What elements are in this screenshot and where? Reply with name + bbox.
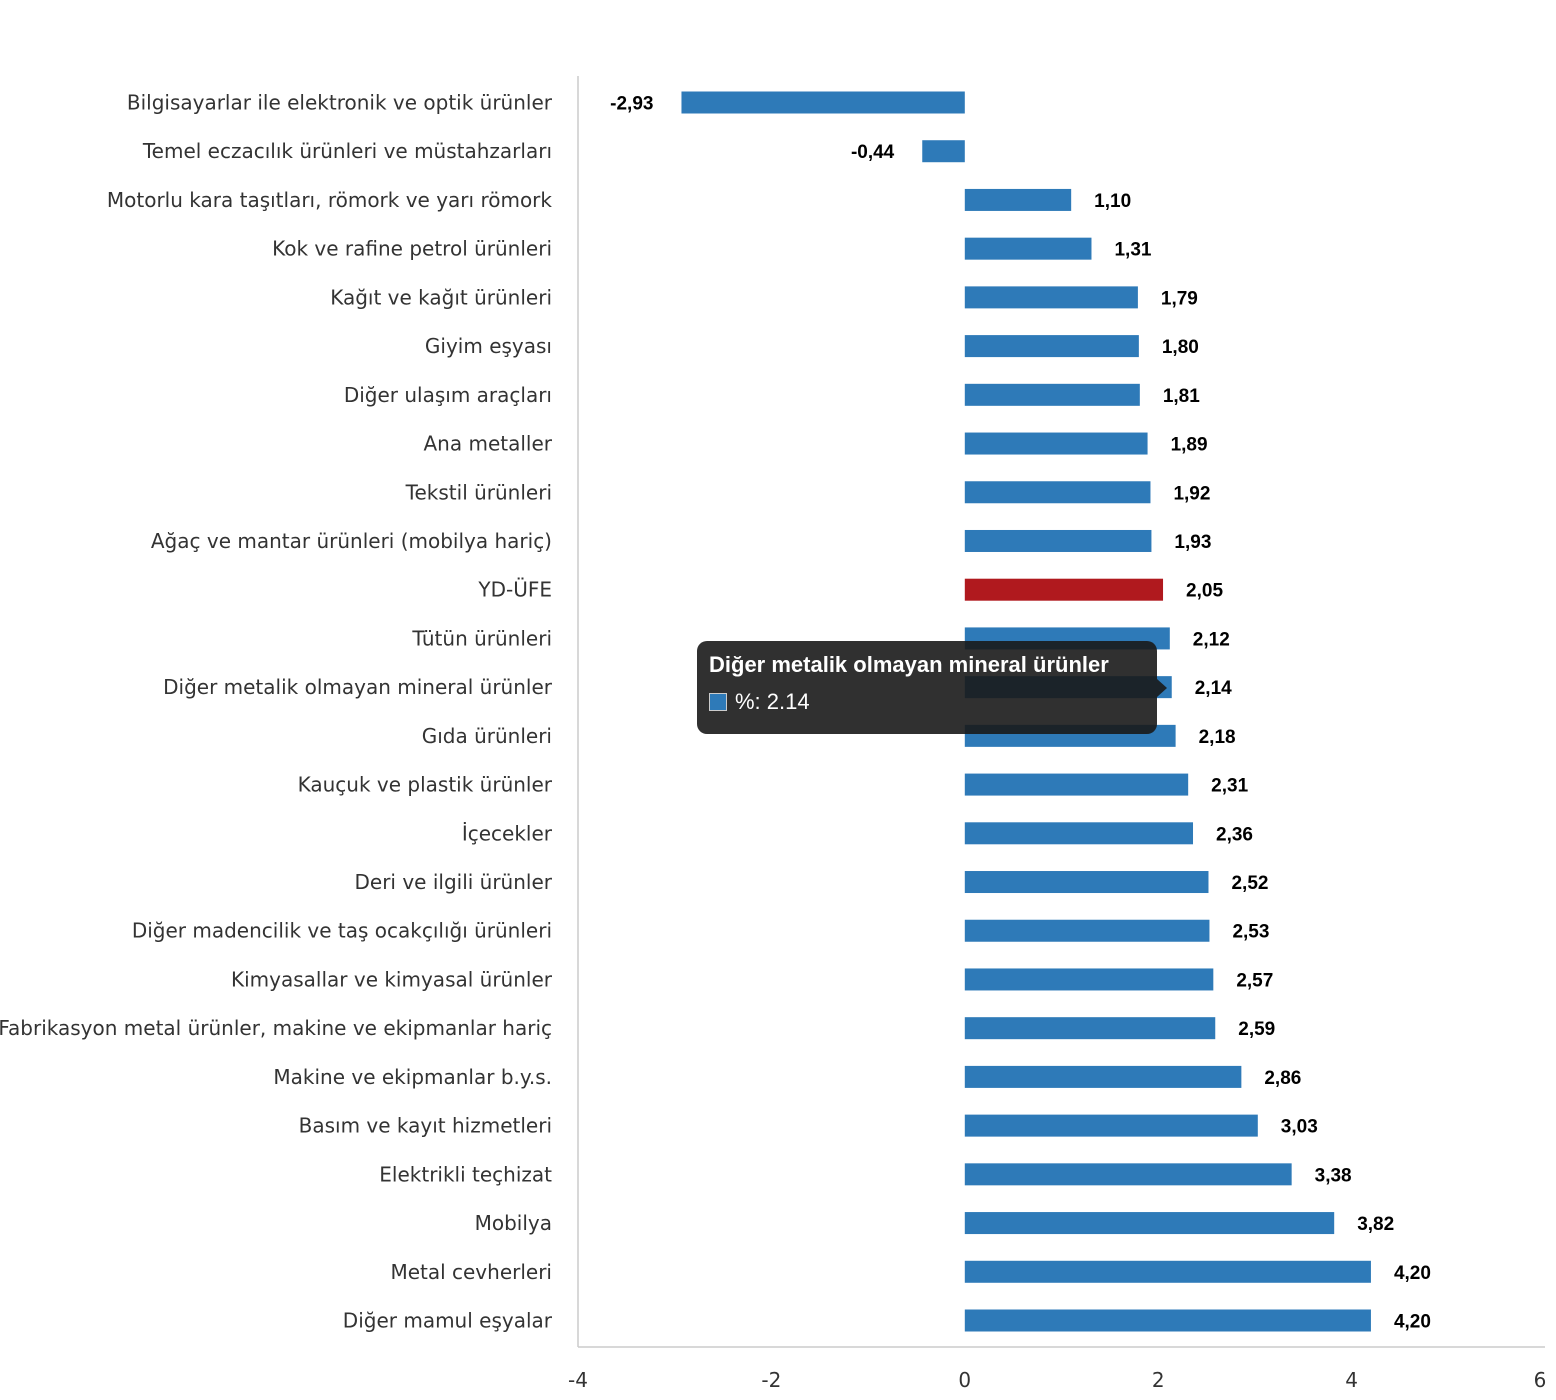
category-label-tutun-urunleri: Tütün ürünleri	[411, 626, 552, 650]
x-tick-label: 0	[958, 1368, 971, 1392]
tooltip-value: %: 2.14	[735, 689, 810, 714]
category-label-bilgisayarlar-ile-elektronik-ve-optik-urunler: Bilgisayarlar ile elektronik ve optik ür…	[127, 91, 553, 115]
bar-metal-cevherleri[interactable]	[964, 1260, 1371, 1283]
tooltip-row: %: 2.14	[709, 689, 1145, 715]
bar-makine-ve-ekipmanlar-b-y-s[interactable]	[964, 1065, 1242, 1088]
bar-kimyasallar-ve-kimyasal-urunler[interactable]	[964, 968, 1214, 991]
x-tick-label: -4	[568, 1368, 588, 1392]
bar-elektrikli-techizat[interactable]	[964, 1163, 1292, 1186]
category-labels: Bilgisayarlar ile elektronik ve optik ür…	[0, 91, 553, 1333]
category-label-giyim-esyasi: Giyim eşyası	[425, 334, 552, 358]
bar-ana-metaller[interactable]	[964, 432, 1148, 455]
tooltip-series-swatch	[709, 693, 727, 711]
bar-kaucuk-ve-plastik-urunler[interactable]	[964, 773, 1189, 796]
bar-basim-ve-kayit-hizmetleri[interactable]	[964, 1114, 1258, 1137]
value-labels: -2,93 -0,44 1,10 1,31 1,79 1,80 1,81 1,89 1,92 1,…	[610, 94, 1431, 1333]
tooltip-caret	[1157, 679, 1167, 697]
bar-deri-ve-ilgili-urunler[interactable]	[964, 871, 1209, 894]
category-label-icecekler: İçecekler	[462, 821, 553, 845]
value-label-diger-metalik-olmayan-mineral-urunler: 2,14	[1195, 678, 1232, 699]
x-tick-label: -2	[761, 1368, 781, 1392]
x-axis-ticks: -4 -2 0 2 4 6	[568, 1368, 1546, 1392]
value-label-fabrikasyon-metal-urunler-makine-ve-ekipmanlar-haric: 2,59	[1238, 1019, 1275, 1040]
value-label-kagit-ve-kagit-urunleri: 1,79	[1161, 288, 1198, 309]
bar-fabrikasyon-metal-urunler-makine-ve-ekipmanlar-haric[interactable]	[964, 1017, 1216, 1040]
value-label-bilgisayarlar-ile-elektronik-ve-optik-urunler: -2,93	[610, 94, 653, 115]
value-label-mobilya: 3,82	[1357, 1214, 1394, 1235]
category-label-diger-metalik-olmayan-mineral-urunler: Diğer metalik olmayan mineral ürünler	[163, 675, 553, 699]
bar-yd-ufe[interactable]	[964, 578, 1164, 601]
bar-diger-ulasim-araclari[interactable]	[964, 383, 1140, 406]
category-label-diger-ulasim-araclari: Diğer ulaşım araçları	[344, 383, 552, 407]
category-label-agac-ve-mantar-urunleri-mobilya-haric: Ağaç ve mantar ürünleri (mobilya hariç)	[151, 529, 552, 553]
category-label-temel-eczacilik-urunleri-ve-mustahzarlari: Temel eczacılık ürünleri ve müstahzarlar…	[142, 139, 552, 163]
bar-bilgisayarlar-ile-elektronik-ve-optik-urunler[interactable]	[681, 91, 965, 114]
category-label-diger-madencilik-ve-tas-ocakciligi-urunleri: Diğer madencilik ve taş ocakçılığı ürünl…	[132, 919, 552, 943]
tooltip: Diğer metalik olmayan mineral ürünler %:…	[697, 641, 1157, 734]
category-label-deri-ve-ilgili-urunler: Deri ve ilgili ürünler	[354, 870, 552, 894]
category-label-kaucuk-ve-plastik-urunler: Kauçuk ve plastik ürünler	[298, 773, 553, 797]
bar-tekstil-urunleri[interactable]	[964, 481, 1151, 504]
bar-kok-ve-rafine-petrol-urunleri[interactable]	[964, 237, 1092, 260]
value-label-basim-ve-kayit-hizmetleri: 3,03	[1281, 1117, 1318, 1138]
value-label-kimyasallar-ve-kimyasal-urunler: 2,57	[1236, 970, 1273, 991]
bar-icecekler[interactable]	[964, 822, 1194, 845]
bar-mobilya[interactable]	[964, 1212, 1335, 1235]
value-label-metal-cevherleri: 4,20	[1394, 1263, 1431, 1284]
value-label-motorlu-kara-tasitlari-romork-ve-yari-romork: 1,10	[1094, 191, 1131, 212]
category-label-mobilya: Mobilya	[475, 1211, 552, 1235]
value-label-ana-metaller: 1,89	[1171, 435, 1208, 456]
value-label-tutun-urunleri: 2,12	[1193, 629, 1230, 650]
bar-giyim-esyasi[interactable]	[964, 335, 1139, 358]
value-label-diger-ulasim-araclari: 1,81	[1163, 386, 1200, 407]
bar-diger-mamul-esyalar[interactable]	[964, 1309, 1371, 1332]
x-tick-label: 2	[1152, 1368, 1165, 1392]
category-label-kagit-ve-kagit-urunleri: Kağıt ve kağıt ürünleri	[330, 285, 552, 309]
category-label-metal-cevherleri: Metal cevherleri	[390, 1260, 552, 1284]
bar-motorlu-kara-tasitlari-romork-ve-yari-romork[interactable]	[964, 188, 1072, 211]
value-label-makine-ve-ekipmanlar-b-y-s: 2,86	[1264, 1068, 1301, 1089]
category-label-gida-urunleri: Gıda ürünleri	[422, 724, 552, 748]
bars-group	[681, 91, 1371, 1332]
value-label-gida-urunleri: 2,18	[1199, 727, 1236, 748]
value-label-kaucuk-ve-plastik-urunler: 2,31	[1211, 776, 1248, 797]
value-label-kok-ve-rafine-petrol-urunleri: 1,31	[1114, 240, 1151, 261]
x-tick-label: 4	[1345, 1368, 1358, 1392]
category-label-elektrikli-techizat: Elektrikli teçhizat	[379, 1162, 552, 1186]
category-label-kok-ve-rafine-petrol-urunleri: Kok ve rafine petrol ürünleri	[272, 237, 552, 261]
category-label-tekstil-urunleri: Tekstil ürünleri	[405, 480, 552, 504]
value-label-yd-ufe: 2,05	[1186, 581, 1223, 602]
bar-kagit-ve-kagit-urunleri[interactable]	[964, 286, 1138, 309]
value-label-deri-ve-ilgili-urunler: 2,52	[1231, 873, 1268, 894]
category-label-kimyasallar-ve-kimyasal-urunler: Kimyasallar ve kimyasal ürünler	[231, 967, 553, 991]
value-label-giyim-esyasi: 1,80	[1162, 337, 1199, 358]
category-label-diger-mamul-esyalar: Diğer mamul eşyalar	[343, 1309, 553, 1333]
category-label-motorlu-kara-tasitlari-romork-ve-yari-romork: Motorlu kara taşıtları, römork ve yarı r…	[107, 188, 553, 212]
bar-temel-eczacilik-urunleri-ve-mustahzarlari[interactable]	[922, 140, 965, 163]
tooltip-title: Diğer metalik olmayan mineral ürünler	[709, 652, 1109, 677]
category-label-basim-ve-kayit-hizmetleri: Basım ve kayıt hizmetleri	[299, 1114, 552, 1138]
value-label-icecekler: 2,36	[1216, 824, 1253, 845]
category-label-fabrikasyon-metal-urunler-makine-ve-ekipmanlar-haric: Fabrikasyon metal ürünler, makine ve eki…	[0, 1016, 552, 1040]
value-label-elektrikli-techizat: 3,38	[1315, 1165, 1352, 1186]
value-label-tekstil-urunleri: 1,92	[1173, 483, 1210, 504]
category-label-ana-metaller: Ana metaller	[424, 432, 553, 456]
value-label-diger-mamul-esyalar: 4,20	[1394, 1312, 1431, 1333]
value-label-temel-eczacilik-urunleri-ve-mustahzarlari: -0,44	[851, 142, 895, 163]
category-label-makine-ve-ekipmanlar-b-y-s: Makine ve ekipmanlar b.y.s.	[273, 1065, 552, 1089]
bar-diger-madencilik-ve-tas-ocakciligi-urunleri[interactable]	[964, 919, 1210, 942]
value-label-diger-madencilik-ve-tas-ocakciligi-urunleri: 2,53	[1232, 922, 1269, 943]
x-tick-label: 6	[1534, 1368, 1547, 1392]
category-label-yd-ufe: YD-ÜFE	[477, 578, 552, 602]
bar-agac-ve-mantar-urunleri-mobilya-haric[interactable]	[964, 529, 1152, 552]
value-label-agac-ve-mantar-urunleri-mobilya-haric: 1,93	[1174, 532, 1211, 553]
